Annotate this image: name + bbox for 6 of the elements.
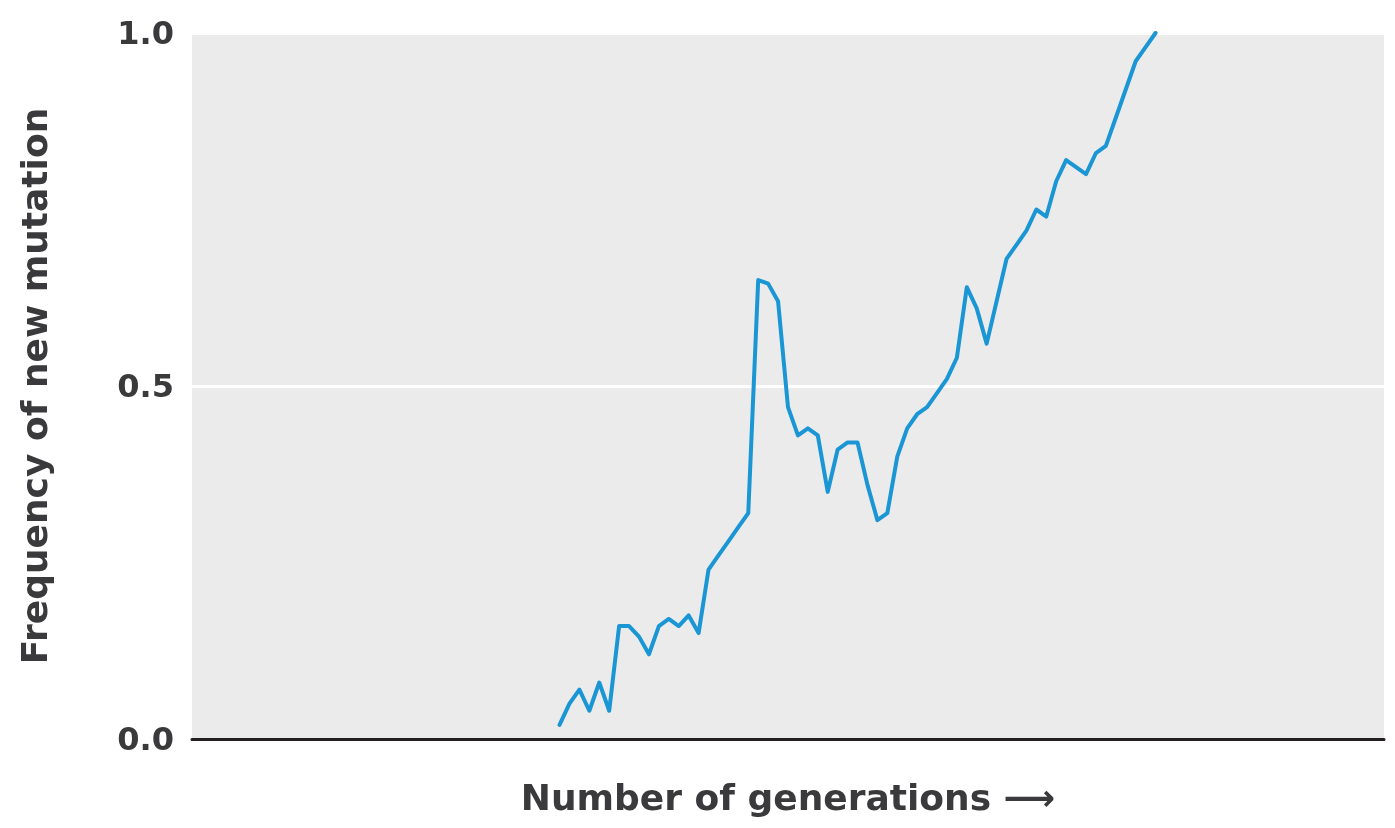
y-axis-title: Frequency of new mutation — [13, 107, 55, 665]
y-tick-label: 0.5 — [117, 367, 174, 405]
y-tick-label: 1.0 — [117, 14, 174, 52]
y-tick-label: 0.0 — [117, 720, 174, 758]
line-series — [557, 31, 1158, 727]
x-axis-title: Number of generations ⟶ — [520, 776, 1056, 818]
